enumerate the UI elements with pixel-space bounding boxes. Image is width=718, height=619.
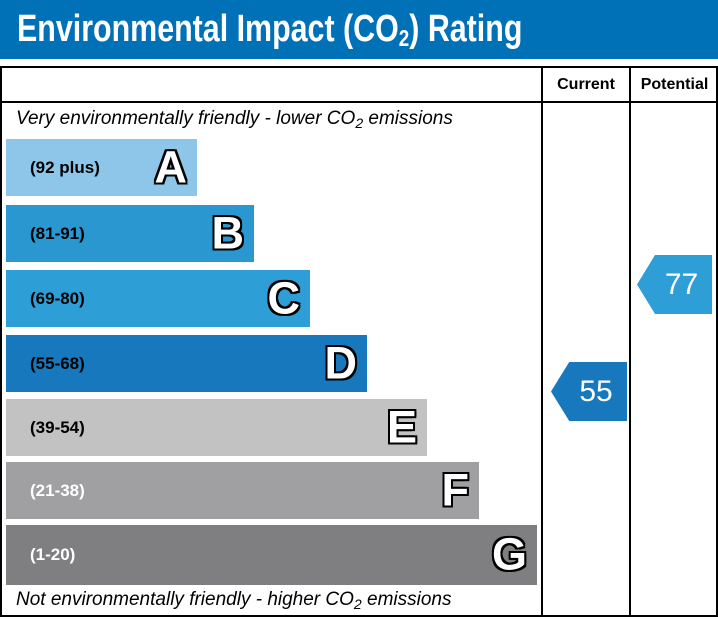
band-row-a: (92 plus) A <box>6 139 197 196</box>
band-g-range-label: (1-20) <box>30 545 76 564</box>
top-caption-text-end: emissions <box>363 108 453 129</box>
potential-rating-value: 77 <box>664 267 699 301</box>
band-row-c: (69-80) C <box>6 270 310 327</box>
band-b-range-label: (81-91) <box>30 223 85 243</box>
page-title-subscript: 2 <box>398 25 410 52</box>
band-e-range-label: (39-54) <box>30 417 85 437</box>
band-row-b: (81-91) B <box>6 205 254 262</box>
current-rating-value: 55 <box>579 374 613 408</box>
potential-column-header: Potential <box>631 68 718 101</box>
band-c-letter: C <box>267 272 301 324</box>
band-g-letter: G <box>491 528 527 580</box>
band-a-letter: A <box>154 141 188 193</box>
band-row-d: (55-68) D <box>6 335 367 392</box>
band-row-e: (39-54) E <box>6 399 427 456</box>
rating-table: Current Potential Very environmentally f… <box>0 66 718 617</box>
page-title-text: Environmental Impact (CO <box>17 8 399 50</box>
page-title: Environmental Impact (CO2) Rating <box>17 8 522 51</box>
band-f-range-label: (21-38) <box>30 480 85 500</box>
bottom-caption-text-end: emissions <box>361 589 452 610</box>
band-c-range-label: (69-80) <box>30 288 85 308</box>
current-rating-arrow: 55 <box>551 362 627 421</box>
header-underline <box>2 101 716 103</box>
page-title-text-end: ) Rating <box>409 8 523 50</box>
current-column-divider <box>541 68 543 615</box>
bottom-caption: Not environmentally friendly - higher CO… <box>16 589 452 612</box>
top-caption: Very environmentally friendly - lower CO… <box>16 108 453 131</box>
top-caption-subscript: 2 <box>355 114 364 131</box>
band-row-g: (1-20) G <box>6 525 537 585</box>
potential-rating-arrow: 77 <box>637 255 712 314</box>
band-row-f: (21-38) F <box>6 462 479 519</box>
band-a-range-label: (92 plus) <box>30 157 100 177</box>
top-caption-text: Very environmentally friendly - lower CO <box>16 108 356 129</box>
current-column-label: Current <box>557 75 615 93</box>
band-d-letter: D <box>324 337 358 389</box>
band-f-letter: F <box>441 464 470 516</box>
band-b-letter: B <box>211 207 245 259</box>
bottom-caption-text: Not environmentally friendly - higher CO <box>16 589 354 610</box>
band-e-letter: E <box>386 401 417 453</box>
bottom-caption-subscript: 2 <box>353 595 362 612</box>
band-d-range-label: (55-68) <box>30 353 85 373</box>
title-bar: Environmental Impact (CO2) Rating <box>0 0 718 59</box>
potential-column-label: Potential <box>640 75 709 93</box>
potential-column-divider <box>629 68 631 615</box>
current-column-header: Current <box>543 68 629 101</box>
